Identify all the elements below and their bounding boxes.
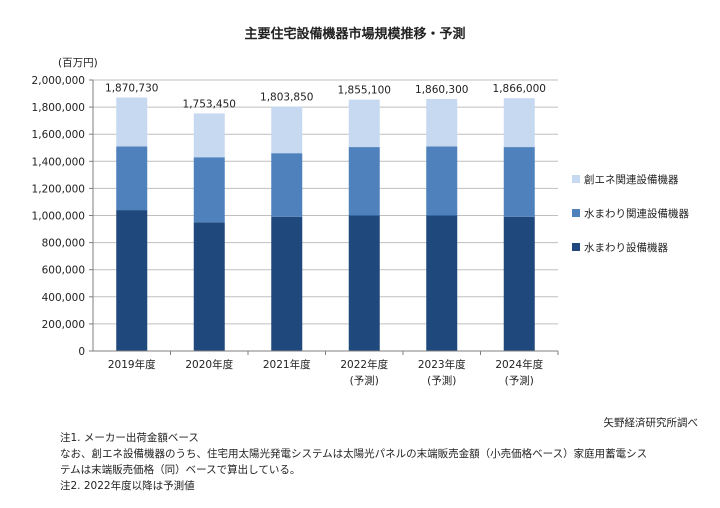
- y-tick-label: 600,000: [42, 265, 85, 277]
- bar-segment: [116, 97, 148, 147]
- y-unit-label: (百万円): [58, 57, 98, 69]
- y-tick-label: 800,000: [42, 238, 85, 250]
- bar-segment: [271, 216, 303, 351]
- legend-label: 創エネ関連設備機器: [584, 173, 679, 186]
- bar-segment: [193, 113, 225, 158]
- x-tick-label: 2024年度: [495, 358, 543, 371]
- stacked-bar-chart: 主要住宅設備機器市場規模推移・予測 (百万円) 0 200,000 400,000 6…: [32, 26, 690, 387]
- y-tick-label: 2,000,000: [32, 75, 85, 87]
- notes: 注1. メーカー出荷金額ベース なお、創エネ設備機器のうち、住宅用太陽光発電シス…: [60, 430, 700, 494]
- bar-segment: [426, 146, 458, 216]
- legend-swatch: [572, 243, 580, 251]
- x-tick-label: 2022年度: [340, 358, 388, 371]
- bar-total-label: 1,866,000: [493, 83, 546, 95]
- bar-segment: [116, 210, 148, 351]
- y-tick-label: 1,800,000: [32, 102, 85, 114]
- bar-segment: [271, 106, 303, 154]
- bar-segment: [503, 147, 535, 217]
- bar-total-label: 1,803,850: [260, 92, 313, 104]
- bar-segment: [426, 215, 458, 351]
- bar-segment: [271, 153, 303, 217]
- x-tick-label: 2020年度: [185, 358, 233, 371]
- bar-total-label: 1,870,730: [105, 83, 158, 95]
- legend-label: 水まわり設備機器: [584, 241, 668, 254]
- note-line: なお、創エネ設備機器のうち、住宅用太陽光発電システムは太陽光パネルの末端販売金額…: [60, 448, 648, 460]
- bar-segment: [116, 146, 148, 211]
- bar-total-label: 1,753,450: [183, 98, 236, 110]
- chart-title: 主要住宅設備機器市場規模推移・予測: [244, 26, 465, 42]
- note-line: 注1. メーカー出荷金額ベース: [60, 432, 199, 444]
- legend-swatch: [572, 175, 580, 183]
- y-tick-label: 1,000,000: [32, 211, 85, 223]
- bars: 1,870,730 1,753,450 1,803,850 1,855,100 1,86…: [105, 83, 546, 351]
- gridlines: [93, 79, 558, 325]
- y-tick-label: 1,200,000: [32, 183, 85, 195]
- y-tick-label: 0: [78, 346, 85, 358]
- x-axis: 2019年度 2020年度 2021年度 2022年度 (予測) 2023年度 (予測) 20…: [93, 350, 559, 387]
- bar-segment: [348, 99, 380, 148]
- x-tick-sublabel: (予測): [427, 374, 456, 387]
- bar-segment: [503, 98, 535, 148]
- bar-total-label: 1,860,300: [415, 84, 468, 96]
- bar-segment: [348, 215, 380, 351]
- bar-segment: [193, 157, 225, 223]
- bar-segment: [193, 222, 225, 351]
- y-axis: 0 200,000 400,000 600,000 800,000 1,000,000 1,…: [32, 75, 94, 358]
- x-tick-label: 2021年度: [263, 358, 311, 371]
- x-tick-label: 2019年度: [108, 358, 156, 371]
- y-tick-label: 400,000: [42, 292, 85, 304]
- legend-swatch: [572, 209, 580, 217]
- note-line: テムは末端販売価格（同）ベースで算出している。: [60, 464, 301, 476]
- x-tick-sublabel: (予測): [350, 374, 379, 387]
- y-tick-label: 1,400,000: [32, 156, 85, 168]
- source-credit: 矢野経済研究所調べ: [603, 417, 699, 429]
- bar-segment: [348, 147, 380, 216]
- bar-total-label: 1,855,100: [338, 85, 391, 97]
- legend-label: 水まわり関連設備機器: [584, 207, 689, 220]
- y-tick-label: 200,000: [42, 319, 85, 331]
- bar-segment: [426, 98, 458, 147]
- bar-segment: [503, 216, 535, 351]
- y-tick-label: 1,600,000: [32, 129, 85, 141]
- x-tick-label: 2023年度: [418, 358, 466, 371]
- x-tick-sublabel: (予測): [505, 374, 534, 387]
- note-line: 注2. 2022年度以降は予測値: [60, 480, 195, 492]
